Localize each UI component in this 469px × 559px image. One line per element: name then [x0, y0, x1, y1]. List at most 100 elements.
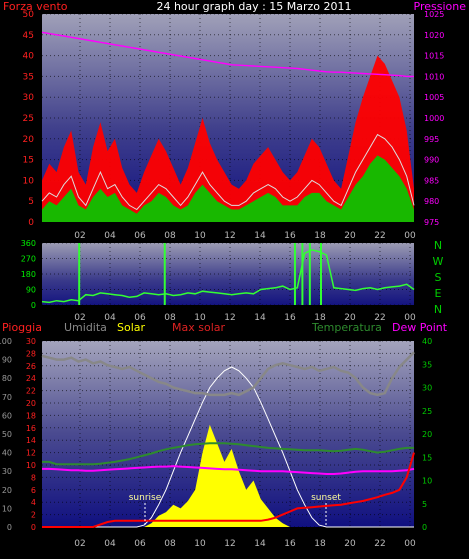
bottom-x-tick: 12 — [224, 539, 235, 549]
rain-y-tick: 6 — [31, 486, 36, 495]
temp-y-tick: 40 — [422, 337, 432, 346]
compass-label: E — [435, 287, 442, 300]
wind-y-tick: 15 — [23, 156, 34, 166]
percent-y-tick: 40 — [2, 449, 12, 458]
bottom-x-tick: 22 — [374, 539, 385, 549]
wind-x-tick: 14 — [254, 231, 266, 241]
temp-y-tick: 20 — [422, 430, 432, 439]
legend-dewpoint: Dew Point — [392, 321, 448, 334]
pressure-y-tick: 1005 — [424, 93, 444, 102]
wind-y-tick: 0 — [28, 218, 34, 228]
bottom-x-tick: 14 — [254, 539, 266, 549]
bottom-x-tick: 04 — [104, 539, 116, 549]
direction-y-tick: 270 — [21, 255, 36, 264]
bottom-x-tick: 02 — [74, 539, 85, 549]
bottom-x-tick: 00 — [404, 539, 416, 549]
wind-x-tick: 06 — [134, 231, 146, 241]
percent-y-tick: 50 — [2, 430, 12, 439]
rain-y-tick: 18 — [26, 411, 36, 420]
bottom-x-tick: 08 — [164, 539, 176, 549]
percent-y-tick: 30 — [2, 467, 12, 476]
rain-y-tick: 22 — [26, 387, 36, 396]
direction-x-tick: 12 — [224, 313, 235, 323]
wind-x-tick: 00 — [404, 231, 416, 241]
pressure-y-tick: 1010 — [424, 72, 444, 81]
legend-temperature: Temperatura — [311, 321, 382, 334]
percent-y-tick: 70 — [2, 393, 12, 402]
bottom-x-tick: 10 — [194, 539, 206, 549]
temp-y-tick: 5 — [422, 500, 427, 509]
wind-x-tick: 10 — [194, 231, 206, 241]
bottom-x-tick: 18 — [314, 539, 326, 549]
wind-y-tick: 10 — [23, 176, 35, 186]
direction-y-tick: 180 — [21, 270, 36, 279]
wind-axis-label: Forza vento — [3, 0, 68, 13]
temp-y-tick: 0 — [422, 523, 427, 532]
wind-x-tick: 18 — [314, 231, 326, 241]
percent-y-tick: 100 — [0, 337, 12, 346]
wind-y-tick: 25 — [23, 114, 34, 124]
rain-y-tick: 28 — [26, 349, 36, 358]
percent-y-tick: 10 — [2, 504, 12, 513]
wind-x-tick: 02 — [74, 231, 85, 241]
direction-x-tick: 16 — [284, 313, 296, 323]
temp-y-tick: 10 — [422, 477, 432, 486]
wind-y-tick: 5 — [28, 197, 34, 207]
temp-y-tick: 35 — [422, 360, 432, 369]
percent-y-tick: 90 — [2, 356, 12, 365]
sunset-label: sunset — [311, 493, 341, 503]
rain-y-tick: 10 — [26, 461, 36, 470]
direction-x-tick: 14 — [254, 313, 266, 323]
wind-y-tick: 45 — [23, 31, 34, 41]
legend-humidity: Umidita — [64, 321, 107, 334]
pressure-y-tick: 985 — [424, 176, 439, 185]
sunrise-label: sunrise — [129, 493, 162, 503]
rain-y-tick: 20 — [26, 399, 36, 408]
bottom-x-tick: 06 — [134, 539, 146, 549]
wind-x-tick: 08 — [164, 231, 176, 241]
legend-max-solar: Max solar — [172, 321, 225, 334]
direction-y-tick: 360 — [21, 239, 36, 248]
percent-y-tick: 80 — [2, 374, 12, 383]
pressure-y-tick: 980 — [424, 197, 439, 206]
rain-y-tick: 8 — [31, 473, 36, 482]
wind-x-tick: 04 — [104, 231, 116, 241]
rain-y-tick: 24 — [26, 374, 36, 383]
rain-y-tick: 0 — [31, 523, 36, 532]
wind-y-tick: 40 — [23, 52, 35, 62]
temp-y-tick: 25 — [422, 407, 432, 416]
rain-y-tick: 30 — [26, 337, 36, 346]
legend-solar: Solar — [117, 321, 146, 334]
compass-label: S — [435, 271, 442, 284]
percent-y-tick: 60 — [2, 411, 12, 420]
pressure-y-tick: 990 — [424, 156, 439, 165]
pressure-y-tick: 1015 — [424, 52, 444, 61]
bottom-x-tick: 20 — [344, 539, 356, 549]
compass-label: N — [434, 239, 442, 252]
wind-x-tick: 12 — [224, 231, 235, 241]
legend-rain: Pioggia — [2, 321, 42, 334]
percent-y-tick: 0 — [7, 523, 12, 532]
rain-y-tick: 4 — [31, 498, 36, 507]
page-title: 24 hour graph day : 15 Marzo 2011 — [156, 0, 351, 13]
temp-y-tick: 15 — [422, 453, 432, 462]
wind-x-tick: 20 — [344, 231, 356, 241]
wind-x-tick: 22 — [374, 231, 385, 241]
rain-y-tick: 14 — [26, 436, 36, 445]
pressure-y-tick: 1020 — [424, 31, 444, 40]
direction-y-tick: 90 — [26, 286, 36, 295]
compass-label: N — [434, 303, 442, 316]
wind-y-tick: 35 — [23, 72, 34, 82]
wind-y-tick: 20 — [23, 135, 35, 145]
wind-x-tick: 16 — [284, 231, 296, 241]
bottom-x-tick: 16 — [284, 539, 296, 549]
compass-label: W — [433, 255, 444, 268]
pressure-y-tick: 995 — [424, 135, 439, 144]
wind-y-tick: 30 — [23, 93, 35, 103]
pressure-y-tick: 975 — [424, 218, 439, 227]
pressure-y-tick: 1000 — [424, 114, 444, 123]
direction-y-tick: 0 — [31, 301, 36, 310]
rain-y-tick: 2 — [31, 511, 36, 520]
